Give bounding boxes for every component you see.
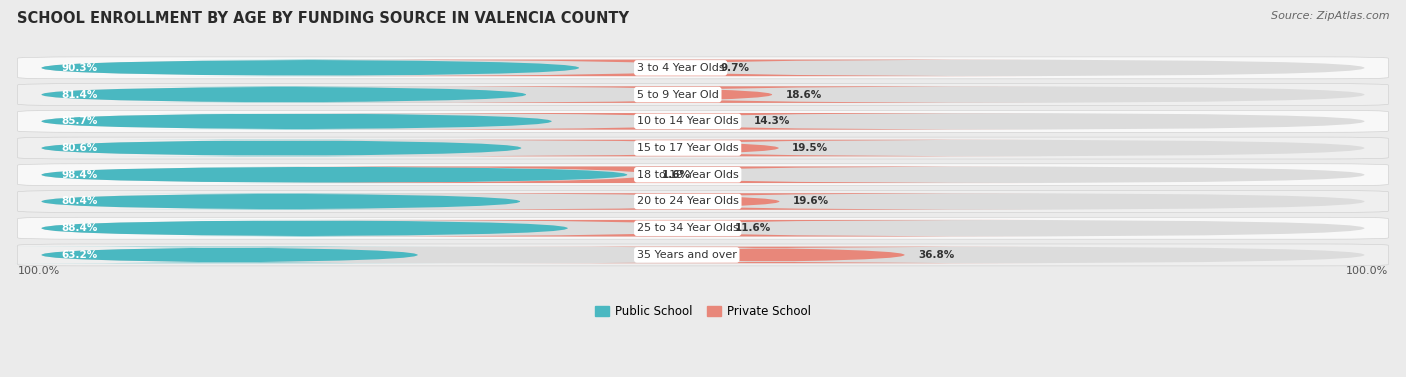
FancyBboxPatch shape	[41, 247, 1365, 263]
Text: 63.2%: 63.2%	[62, 250, 97, 260]
FancyBboxPatch shape	[18, 110, 1388, 132]
Text: 80.4%: 80.4%	[62, 196, 97, 207]
FancyBboxPatch shape	[18, 57, 1388, 79]
FancyBboxPatch shape	[41, 113, 1365, 130]
Text: 19.6%: 19.6%	[793, 196, 828, 207]
Text: 3 to 4 Year Olds: 3 to 4 Year Olds	[637, 63, 724, 73]
FancyBboxPatch shape	[18, 244, 1388, 266]
FancyBboxPatch shape	[41, 193, 1365, 210]
FancyBboxPatch shape	[41, 167, 1365, 183]
Text: 10 to 14 Year Olds: 10 to 14 Year Olds	[637, 116, 738, 126]
FancyBboxPatch shape	[41, 86, 526, 103]
FancyBboxPatch shape	[41, 113, 551, 130]
FancyBboxPatch shape	[330, 113, 1047, 130]
FancyBboxPatch shape	[7, 247, 451, 263]
FancyBboxPatch shape	[41, 60, 579, 76]
FancyBboxPatch shape	[18, 84, 1388, 106]
FancyBboxPatch shape	[18, 137, 1388, 159]
Text: 11.6%: 11.6%	[734, 223, 770, 233]
FancyBboxPatch shape	[41, 86, 1365, 103]
FancyBboxPatch shape	[495, 247, 1047, 263]
Text: 85.7%: 85.7%	[62, 116, 97, 126]
Text: 36.8%: 36.8%	[918, 250, 955, 260]
FancyBboxPatch shape	[368, 140, 1047, 156]
FancyBboxPatch shape	[41, 167, 627, 183]
Text: 19.5%: 19.5%	[792, 143, 828, 153]
FancyBboxPatch shape	[41, 140, 522, 156]
FancyBboxPatch shape	[311, 220, 1047, 236]
FancyBboxPatch shape	[18, 190, 1388, 213]
Text: 35 Years and over: 35 Years and over	[637, 250, 737, 260]
FancyBboxPatch shape	[41, 60, 1365, 76]
FancyBboxPatch shape	[41, 140, 1365, 156]
Text: 25 to 34 Year Olds: 25 to 34 Year Olds	[637, 223, 738, 233]
FancyBboxPatch shape	[370, 193, 1047, 210]
Text: 1.6%: 1.6%	[662, 170, 690, 180]
Text: 90.3%: 90.3%	[62, 63, 97, 73]
Text: 81.4%: 81.4%	[62, 90, 97, 100]
Text: 98.4%: 98.4%	[62, 170, 97, 180]
FancyBboxPatch shape	[41, 193, 520, 210]
Text: Source: ZipAtlas.com: Source: ZipAtlas.com	[1271, 11, 1389, 21]
Text: 100.0%: 100.0%	[1346, 266, 1388, 276]
Legend: Public School, Private School: Public School, Private School	[591, 300, 815, 323]
FancyBboxPatch shape	[18, 164, 1388, 186]
Text: SCHOOL ENROLLMENT BY AGE BY FUNDING SOURCE IN VALENCIA COUNTY: SCHOOL ENROLLMENT BY AGE BY FUNDING SOUR…	[17, 11, 628, 26]
Text: 20 to 24 Year Olds: 20 to 24 Year Olds	[637, 196, 738, 207]
Text: 100.0%: 100.0%	[18, 266, 60, 276]
FancyBboxPatch shape	[18, 217, 1388, 239]
FancyBboxPatch shape	[41, 220, 1365, 236]
Text: 15 to 17 Year Olds: 15 to 17 Year Olds	[637, 143, 738, 153]
FancyBboxPatch shape	[361, 86, 1047, 103]
Text: 9.7%: 9.7%	[721, 63, 749, 73]
Text: 80.6%: 80.6%	[62, 143, 97, 153]
Text: 18.6%: 18.6%	[786, 90, 821, 100]
Text: 88.4%: 88.4%	[62, 223, 97, 233]
FancyBboxPatch shape	[297, 60, 1047, 76]
Text: 14.3%: 14.3%	[754, 116, 790, 126]
FancyBboxPatch shape	[239, 167, 1047, 183]
Text: 5 to 9 Year Old: 5 to 9 Year Old	[637, 90, 718, 100]
Text: 18 to 19 Year Olds: 18 to 19 Year Olds	[637, 170, 738, 180]
FancyBboxPatch shape	[41, 220, 568, 236]
